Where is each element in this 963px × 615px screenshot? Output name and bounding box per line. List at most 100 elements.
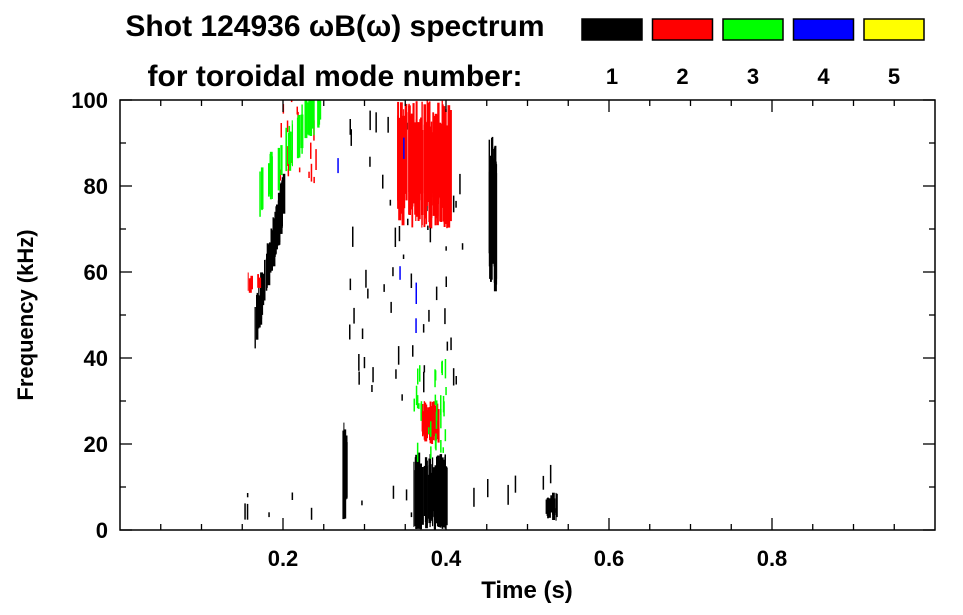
spectral-mark-mode-1: [389, 199, 392, 206]
spectral-mark-mode-1: [395, 369, 397, 379]
spectral-mark-mode-3: [442, 447, 444, 453]
spectral-mark-mode-3: [440, 395, 442, 415]
legend-label-mode-4: 4: [817, 64, 830, 89]
spectral-mark-mode-1: [407, 218, 409, 226]
spectral-mark-mode-1: [445, 276, 447, 287]
spectral-mark-mode-1: [375, 112, 377, 133]
plot-frame: [119, 99, 936, 531]
spectral-mark-mode-1: [555, 493, 558, 518]
spectral-mark-mode-1: [382, 174, 384, 189]
spectral-mark-mode-2: [404, 103, 408, 192]
spectral-mark-mode-1: [349, 324, 351, 340]
spectral-mark-mode-2: [424, 404, 428, 442]
x-tick-label: 0.8: [757, 546, 788, 571]
spectral-mark-mode-2: [402, 129, 405, 213]
spectral-mark-mode-1: [461, 243, 464, 250]
spectral-mark-mode-1: [491, 136, 494, 264]
spectral-mark-mode-1: [419, 463, 422, 530]
legend: 1 2 3 4 5: [581, 18, 925, 89]
spectral-mark-mode-2: [437, 409, 440, 443]
y-tick-label: 0: [96, 518, 108, 543]
spectral-mark-mode-3: [307, 102, 310, 135]
spectral-mark-mode-1: [402, 254, 405, 259]
spectral-mark-mode-3: [259, 171, 261, 217]
spectral-mark-mode-2: [287, 146, 289, 166]
spectral-mark-mode-1: [429, 226, 432, 243]
spectral-mark-mode-1: [413, 461, 415, 527]
y-tick-label: 60: [84, 260, 108, 285]
spectral-mark-mode-1: [383, 284, 385, 292]
spectral-mark-mode-1: [433, 473, 436, 513]
spectral-mark-mode-3: [296, 117, 300, 159]
spectral-mark-mode-1: [430, 472, 433, 520]
spectral-mark-mode-1: [275, 210, 278, 240]
spectral-mark-mode-1: [392, 267, 394, 277]
spectral-mark-mode-2: [441, 100, 443, 204]
spectral-mark-mode-1: [440, 471, 443, 520]
spectral-mark-mode-2: [443, 119, 447, 224]
spectral-mark-mode-1: [405, 489, 408, 501]
x-tick-label: 0.6: [594, 546, 625, 571]
spectral-mark-mode-2: [445, 125, 449, 201]
spectral-mark-mode-1: [414, 457, 416, 525]
spectral-mark-mode-4: [415, 318, 417, 333]
spectral-mark-mode-2: [308, 171, 310, 178]
spectral-mark-mode-2: [427, 407, 430, 435]
spectral-mark-mode-1: [246, 493, 249, 498]
spectral-mark-mode-3: [277, 147, 280, 191]
spectral-mark-mode-2: [248, 278, 252, 293]
spectral-mark-mode-3: [313, 100, 315, 136]
spectral-mark-mode-1: [273, 224, 276, 257]
spectral-mark-mode-1: [258, 282, 260, 329]
spectral-mark-mode-1: [487, 479, 489, 498]
spectral-mark-mode-3: [435, 433, 437, 451]
legend-label-mode-5: 5: [888, 64, 900, 89]
spectral-mark-mode-1: [361, 328, 364, 339]
spectral-mark-mode-3: [440, 440, 442, 453]
spectral-mark-mode-1: [452, 368, 455, 386]
spectral-mark-mode-1: [394, 227, 397, 247]
spectral-mark-mode-1: [428, 309, 430, 322]
spectral-mark-mode-1: [358, 371, 360, 385]
spectral-mark-mode-2: [412, 103, 415, 204]
spectral-mark-mode-2: [419, 119, 421, 220]
legend-swatch-mode-3: [722, 18, 784, 41]
spectral-mark-mode-1: [410, 273, 413, 288]
spectral-mark-mode-3: [416, 395, 419, 409]
spectral-mark-mode-3: [301, 104, 303, 154]
spectral-mark-mode-1: [352, 226, 354, 247]
spectral-mark-mode-1: [398, 226, 401, 242]
spectral-mark-mode-1: [493, 147, 496, 283]
spectral-mark-mode-1: [256, 299, 258, 328]
spectral-mark-mode-2: [423, 411, 425, 435]
spectral-mark-mode-1: [436, 459, 438, 513]
spectral-mark-mode-2: [397, 101, 400, 209]
spectral-mark-mode-2: [409, 128, 413, 210]
spectral-mark-mode-3: [268, 163, 270, 197]
spectral-mark-mode-3: [260, 167, 264, 210]
spectral-mark-mode-1: [494, 164, 498, 279]
spectral-mark-mode-2: [434, 113, 438, 219]
spectral-mark-mode-1: [553, 508, 556, 513]
spectral-mark-mode-1: [275, 216, 277, 255]
spectral-mark-mode-1: [246, 503, 249, 520]
spectral-mark-mode-3: [417, 368, 419, 385]
spectral-mark-mode-3: [318, 100, 322, 120]
spectral-mark-mode-2: [437, 102, 440, 198]
spectral-mark-mode-1: [455, 376, 457, 385]
spectral-mark-mode-1: [445, 467, 448, 526]
spectral-mark-mode-1: [260, 281, 263, 320]
spectral-mark-mode-2: [287, 169, 290, 177]
y-axis-label: Frequency (kHz): [13, 229, 38, 400]
spectral-mark-mode-3: [434, 394, 437, 405]
spectral-mark-mode-1: [455, 200, 457, 208]
axes: 0.2 0.4 0.6 0.8 0 20 40 60 80 100: [71, 88, 936, 571]
spectral-mark-mode-1: [270, 228, 273, 271]
spectral-mark-mode-1: [435, 286, 438, 301]
spectral-mark-mode-1: [423, 365, 426, 373]
spectral-mark-mode-1: [291, 492, 294, 500]
spectral-mark-mode-1: [265, 258, 268, 291]
spectral-mark-mode-2: [408, 103, 410, 192]
spectral-mark-mode-2: [449, 110, 452, 222]
spectral-mark-mode-1: [473, 487, 475, 507]
